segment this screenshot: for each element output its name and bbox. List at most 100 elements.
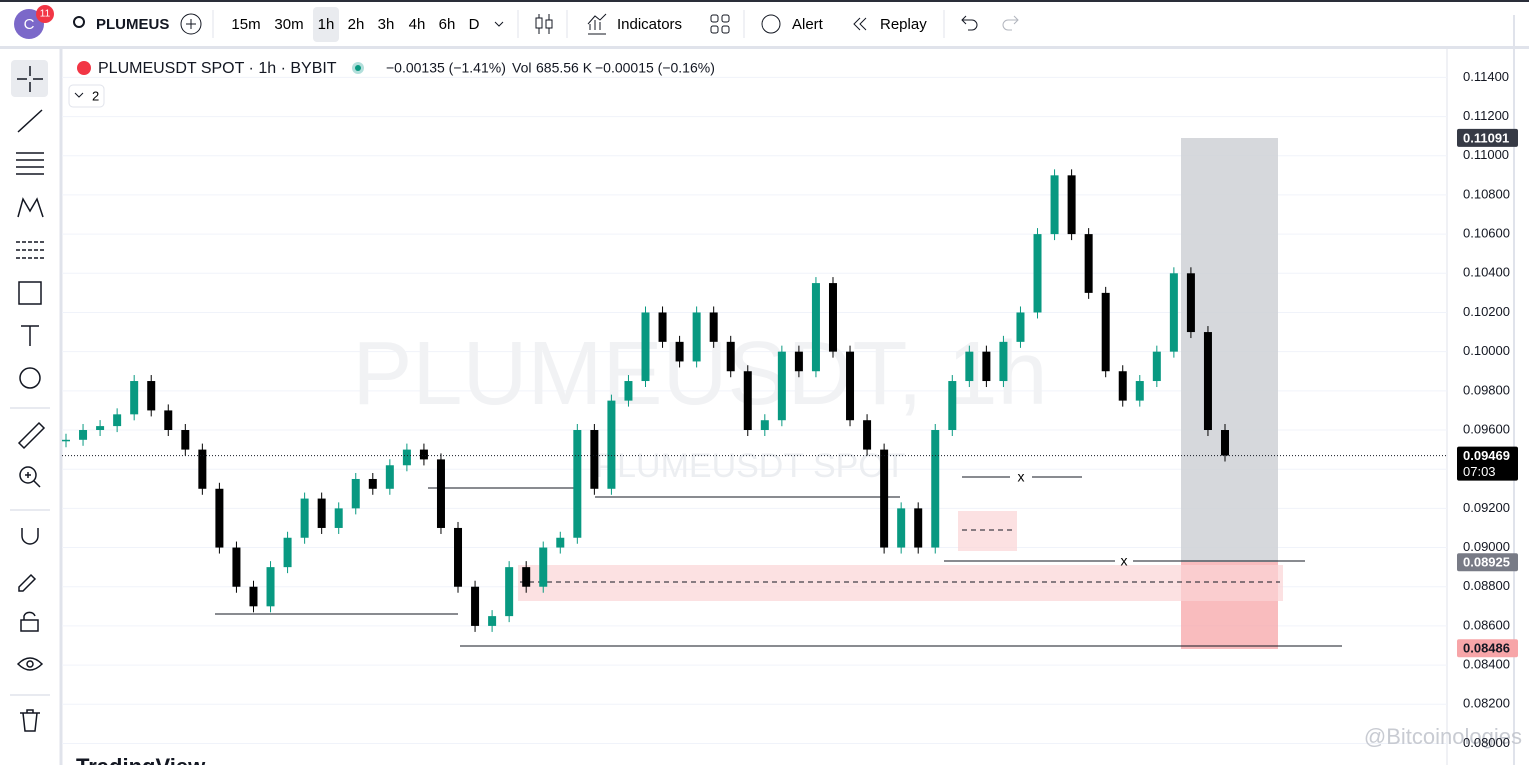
projection-tool[interactable] xyxy=(16,241,44,259)
candle xyxy=(743,371,752,431)
candle xyxy=(641,312,650,382)
legend-title: PLUMEUSDT SPOT · 1h · BYBIT xyxy=(98,60,337,77)
shape-tool[interactable] xyxy=(18,281,42,305)
interval[interactable]: 3h xyxy=(378,16,395,33)
search-icon[interactable] xyxy=(73,16,85,28)
candle xyxy=(675,341,684,362)
candle xyxy=(999,341,1008,382)
watermark-sub: PLUMEUSDT SPOT xyxy=(594,447,905,485)
candle xyxy=(79,430,88,440)
candle xyxy=(522,567,531,587)
candle xyxy=(556,537,565,548)
fib-tool[interactable] xyxy=(16,152,44,175)
candle xyxy=(897,508,906,548)
candle xyxy=(1169,273,1178,352)
indicators-icon xyxy=(587,13,607,35)
candle xyxy=(113,414,122,427)
interval[interactable]: 6h xyxy=(439,16,456,33)
candle xyxy=(1221,430,1229,456)
candle xyxy=(760,420,769,431)
candle xyxy=(266,567,275,607)
alert-button[interactable]: Alert xyxy=(792,16,824,33)
y-tick-label: 0.09000 xyxy=(1463,539,1510,554)
chart-type-icon-body xyxy=(545,19,553,29)
candle xyxy=(130,381,139,415)
interval-dropdown[interactable] xyxy=(494,21,504,27)
candle xyxy=(709,312,718,342)
undo[interactable] xyxy=(961,15,978,31)
candle xyxy=(1084,234,1093,293)
legend-change: −0.00135 (−1.41%) xyxy=(386,60,506,76)
replay-button[interactable]: Replay xyxy=(880,16,927,33)
candle xyxy=(96,426,105,431)
candle xyxy=(539,547,548,587)
delete-tool[interactable] xyxy=(20,709,40,732)
alert-icon xyxy=(761,14,781,34)
candle xyxy=(1152,351,1161,382)
tradingview-logo: TradingView xyxy=(76,754,206,765)
y-tick-label: 0.09200 xyxy=(1463,500,1510,515)
crosshair-tool[interactable] xyxy=(17,66,43,92)
candle xyxy=(1016,312,1025,342)
interval[interactable]: 1h xyxy=(318,16,335,33)
candle xyxy=(914,508,923,548)
zone xyxy=(958,511,1017,551)
emoji-tool[interactable] xyxy=(19,367,41,389)
redo[interactable] xyxy=(1002,15,1019,31)
add-symbol[interactable] xyxy=(180,13,202,35)
symbol-search[interactable]: PLUMEUS xyxy=(96,16,169,33)
lock-draw-tool[interactable] xyxy=(18,573,37,592)
author-watermark: @Bitcoinologies xyxy=(1364,724,1522,749)
interval[interactable]: D xyxy=(469,16,480,33)
indicators-button[interactable]: Indicators xyxy=(617,16,682,33)
avatar-letter: C xyxy=(24,16,35,33)
legend-change-2: −0.00015 (−0.16%) xyxy=(595,60,715,76)
y-tick-label: 0.10000 xyxy=(1463,343,1510,358)
interval[interactable]: 15m xyxy=(231,16,260,33)
candle xyxy=(368,478,377,489)
y-tick-label: 0.08200 xyxy=(1463,696,1510,711)
candle xyxy=(181,430,190,450)
candle xyxy=(351,478,360,509)
ruler-tool[interactable] xyxy=(17,421,46,450)
interval[interactable]: 30m xyxy=(274,16,303,33)
candle xyxy=(726,341,735,372)
y-tick-label: 0.11400 xyxy=(1463,69,1509,84)
magnet-tool[interactable] xyxy=(21,528,39,545)
y-tick-label: 0.08000 xyxy=(1463,735,1510,750)
y-tick-label: 0.10400 xyxy=(1463,265,1510,280)
candle xyxy=(488,616,497,626)
candle xyxy=(505,567,514,617)
y-tick-label: 0.08400 xyxy=(1463,657,1510,672)
price-label: 0.08925 xyxy=(1463,555,1510,570)
candle xyxy=(573,430,582,538)
top-toolbar: C 11 PLUMEUS 15m 30m 1h 2h 3h 4h 6h D In… xyxy=(14,5,1019,42)
legend-toggle-icon xyxy=(74,92,84,98)
legend-vol-label: Vol xyxy=(512,60,531,76)
zoom-tool[interactable] xyxy=(19,466,37,484)
text-tool[interactable] xyxy=(21,325,39,346)
candle xyxy=(658,312,667,342)
pattern-tool[interactable] xyxy=(17,197,44,218)
countdown: 07:03 xyxy=(1463,464,1496,479)
candle xyxy=(777,351,786,421)
candle xyxy=(283,537,292,568)
candle xyxy=(880,449,889,548)
layouts-icon[interactable] xyxy=(710,14,730,34)
trendline-tool[interactable] xyxy=(17,109,43,133)
candle xyxy=(454,527,463,587)
candle xyxy=(1135,381,1144,401)
legend-toggle[interactable] xyxy=(68,84,105,108)
candle xyxy=(828,283,837,352)
candle xyxy=(334,508,343,528)
interval[interactable]: 4h xyxy=(409,16,426,33)
y-tick-label: 0.10800 xyxy=(1463,186,1510,201)
left-toolbar xyxy=(10,60,50,732)
candle xyxy=(249,586,258,607)
candle xyxy=(1067,175,1076,235)
visibility-tool[interactable] xyxy=(16,657,44,671)
candle xyxy=(607,400,616,489)
lock-tool[interactable] xyxy=(20,619,39,632)
interval[interactable]: 2h xyxy=(348,16,365,33)
